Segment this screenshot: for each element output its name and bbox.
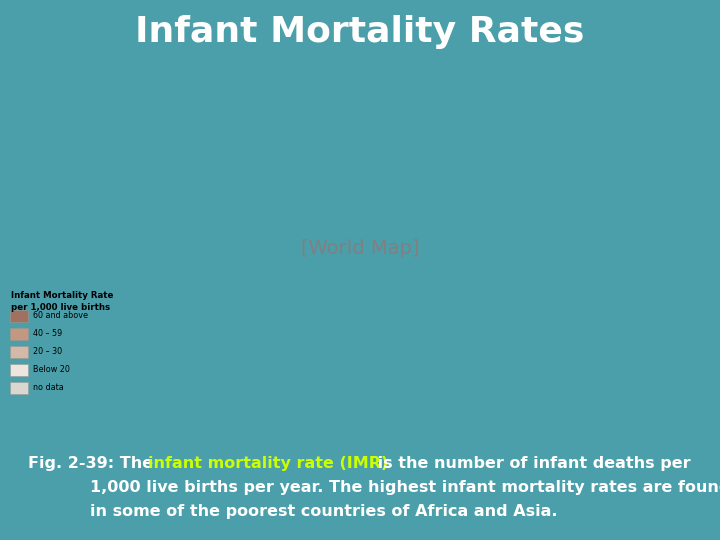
Bar <box>10 310 28 322</box>
Text: infant mortality rate (IMR): infant mortality rate (IMR) <box>148 456 388 471</box>
Text: is the number of infant deaths per: is the number of infant deaths per <box>372 456 690 471</box>
Text: 60 and above: 60 and above <box>32 311 88 320</box>
Bar <box>10 364 28 376</box>
Text: no data: no data <box>32 383 63 392</box>
Text: Infant Mortality Rate
per 1,000 live births: Infant Mortality Rate per 1,000 live bir… <box>12 292 114 312</box>
Text: 1,000 live births per year. The highest infant mortality rates are found: 1,000 live births per year. The highest … <box>90 480 720 495</box>
Text: Infant Mortality Rates: Infant Mortality Rates <box>135 15 585 49</box>
Text: in some of the poorest countries of Africa and Asia.: in some of the poorest countries of Afri… <box>90 504 557 519</box>
Bar <box>10 346 28 357</box>
Text: 40 – 59: 40 – 59 <box>32 329 62 338</box>
Text: [World Map]: [World Map] <box>301 239 419 258</box>
Bar <box>10 328 28 340</box>
Bar <box>10 382 28 394</box>
Text: 20 – 30: 20 – 30 <box>32 347 62 356</box>
Text: Fig. 2-39: The: Fig. 2-39: The <box>28 456 158 471</box>
Text: Below 20: Below 20 <box>32 365 70 374</box>
